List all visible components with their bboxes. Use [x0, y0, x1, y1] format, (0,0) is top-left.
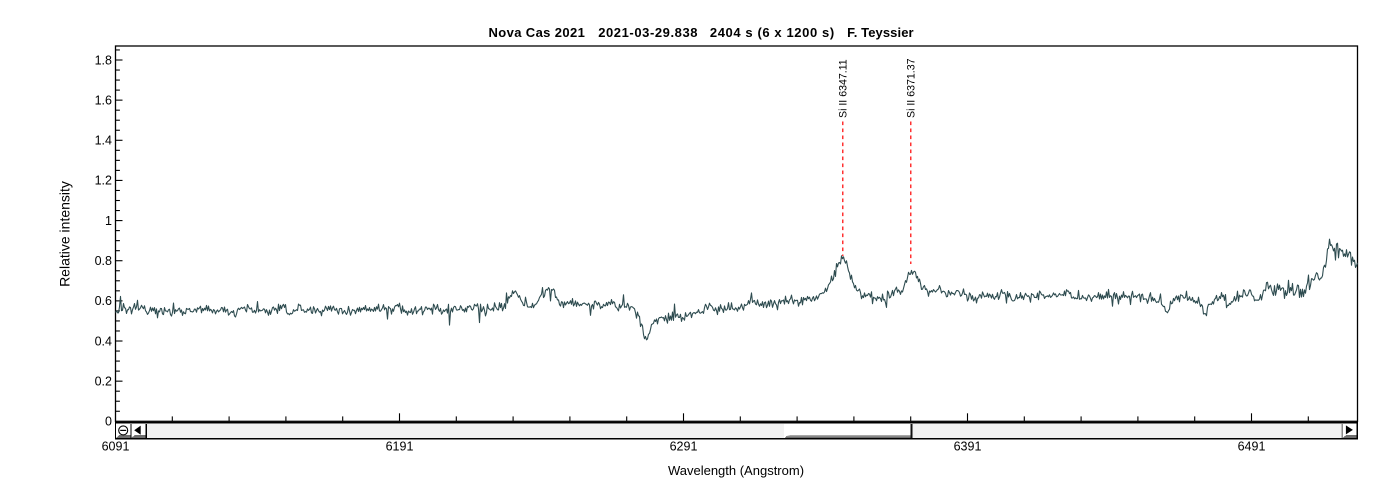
svg-text:1.8: 1.8 — [95, 53, 112, 67]
svg-text:Wavelength (Angstrom): Wavelength (Angstrom) — [668, 463, 804, 478]
svg-text:0.8: 0.8 — [95, 254, 112, 268]
svg-text:1.6: 1.6 — [95, 93, 112, 107]
svg-text:Si II 6347.11: Si II 6347.11 — [838, 59, 850, 118]
svg-text:2404 s (6 x 1200 s): 2404 s (6 x 1200 s) — [710, 25, 835, 40]
svg-text:6391: 6391 — [954, 440, 982, 454]
svg-text:0.4: 0.4 — [95, 334, 112, 348]
svg-text:6291: 6291 — [670, 440, 698, 454]
svg-text:6191: 6191 — [386, 440, 414, 454]
svg-text:Nova Cas 2021: Nova Cas 2021 — [489, 25, 586, 40]
svg-text:0.6: 0.6 — [95, 294, 112, 308]
svg-text:Relative intensity: Relative intensity — [56, 181, 72, 287]
svg-text:0: 0 — [105, 415, 112, 429]
svg-text:Si II 6371.37: Si II 6371.37 — [906, 58, 918, 118]
svg-text:2021-03-29.838: 2021-03-29.838 — [598, 25, 698, 40]
svg-text:1.2: 1.2 — [95, 174, 112, 188]
svg-text:6491: 6491 — [1238, 440, 1266, 454]
svg-text:1.4: 1.4 — [95, 134, 112, 148]
svg-text:F. Teyssier: F. Teyssier — [847, 25, 914, 40]
svg-text:1: 1 — [105, 214, 112, 228]
svg-text:6091: 6091 — [102, 440, 130, 454]
svg-text:0.2: 0.2 — [95, 375, 112, 389]
